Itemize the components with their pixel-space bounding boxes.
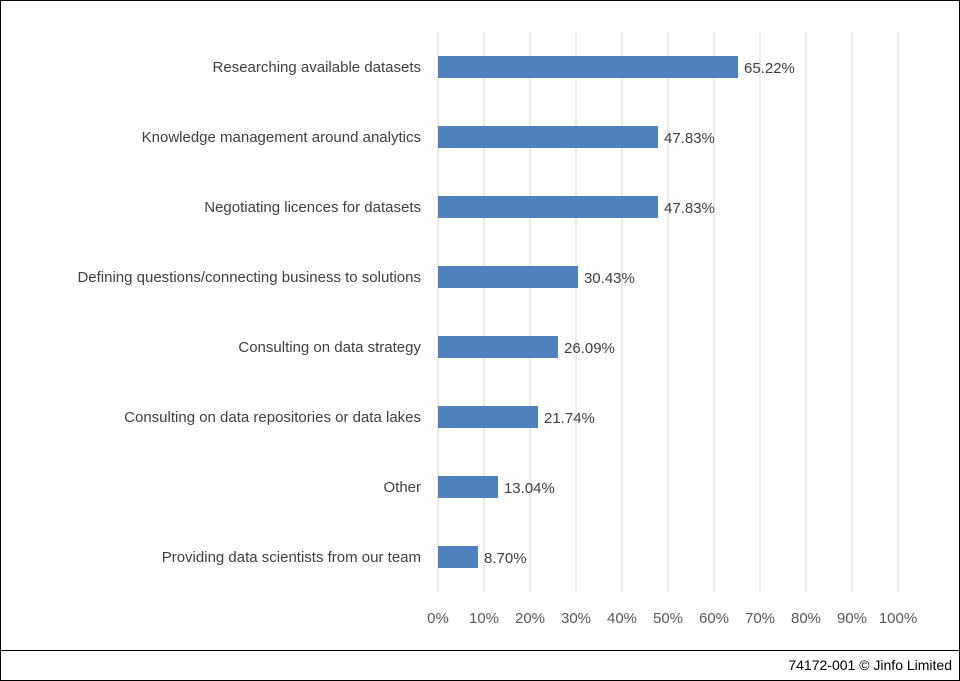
x-tick-label: 40% bbox=[607, 610, 637, 627]
data-label: 47.83% bbox=[664, 130, 715, 147]
footer-divider bbox=[0, 650, 960, 651]
data-label: 26.09% bbox=[564, 340, 615, 357]
x-tick-label: 50% bbox=[653, 610, 683, 627]
x-tick-label: 80% bbox=[791, 610, 821, 627]
data-label: 13.04% bbox=[504, 480, 555, 497]
data-label: 65.22% bbox=[744, 60, 795, 77]
x-tick-label: 30% bbox=[561, 610, 591, 627]
x-tick-label: 60% bbox=[699, 610, 729, 627]
bar bbox=[438, 56, 739, 78]
category-label: Providing data scientists from our team bbox=[162, 549, 421, 566]
category-label: Consulting on data repositories or data … bbox=[124, 409, 421, 426]
bar bbox=[438, 546, 479, 568]
category-label: Other bbox=[383, 479, 421, 496]
data-label: 21.74% bbox=[544, 410, 595, 427]
data-label: 8.70% bbox=[484, 550, 527, 567]
category-label: Defining questions/connecting business t… bbox=[77, 269, 421, 286]
x-tick-label: 100% bbox=[879, 610, 917, 627]
data-label: 30.43% bbox=[584, 270, 635, 287]
x-tick-label: 20% bbox=[515, 610, 545, 627]
bar-chart: 0% 10% 20% 30% 40% 50% 60% 70% 80% 90% 100% Researc… bbox=[77, 32, 917, 627]
x-tick-label: 10% bbox=[469, 610, 499, 627]
bar bbox=[438, 476, 498, 498]
bar bbox=[438, 266, 578, 288]
x-tick-label: 90% bbox=[837, 610, 867, 627]
bar bbox=[438, 196, 659, 218]
copyright-notice: 74172-001 © Jinfo Limited bbox=[788, 657, 952, 673]
data-label: 47.83% bbox=[664, 200, 715, 217]
category-label: Negotiating licences for datasets bbox=[204, 199, 421, 216]
bar bbox=[438, 406, 539, 428]
bar bbox=[438, 336, 559, 358]
bar bbox=[438, 126, 659, 148]
x-tick-label: 0% bbox=[427, 610, 449, 627]
x-tick-label: 70% bbox=[745, 610, 775, 627]
category-label: Researching available datasets bbox=[213, 59, 421, 76]
category-label: Consulting on data strategy bbox=[238, 339, 421, 356]
category-label: Knowledge management around analytics bbox=[142, 129, 421, 146]
